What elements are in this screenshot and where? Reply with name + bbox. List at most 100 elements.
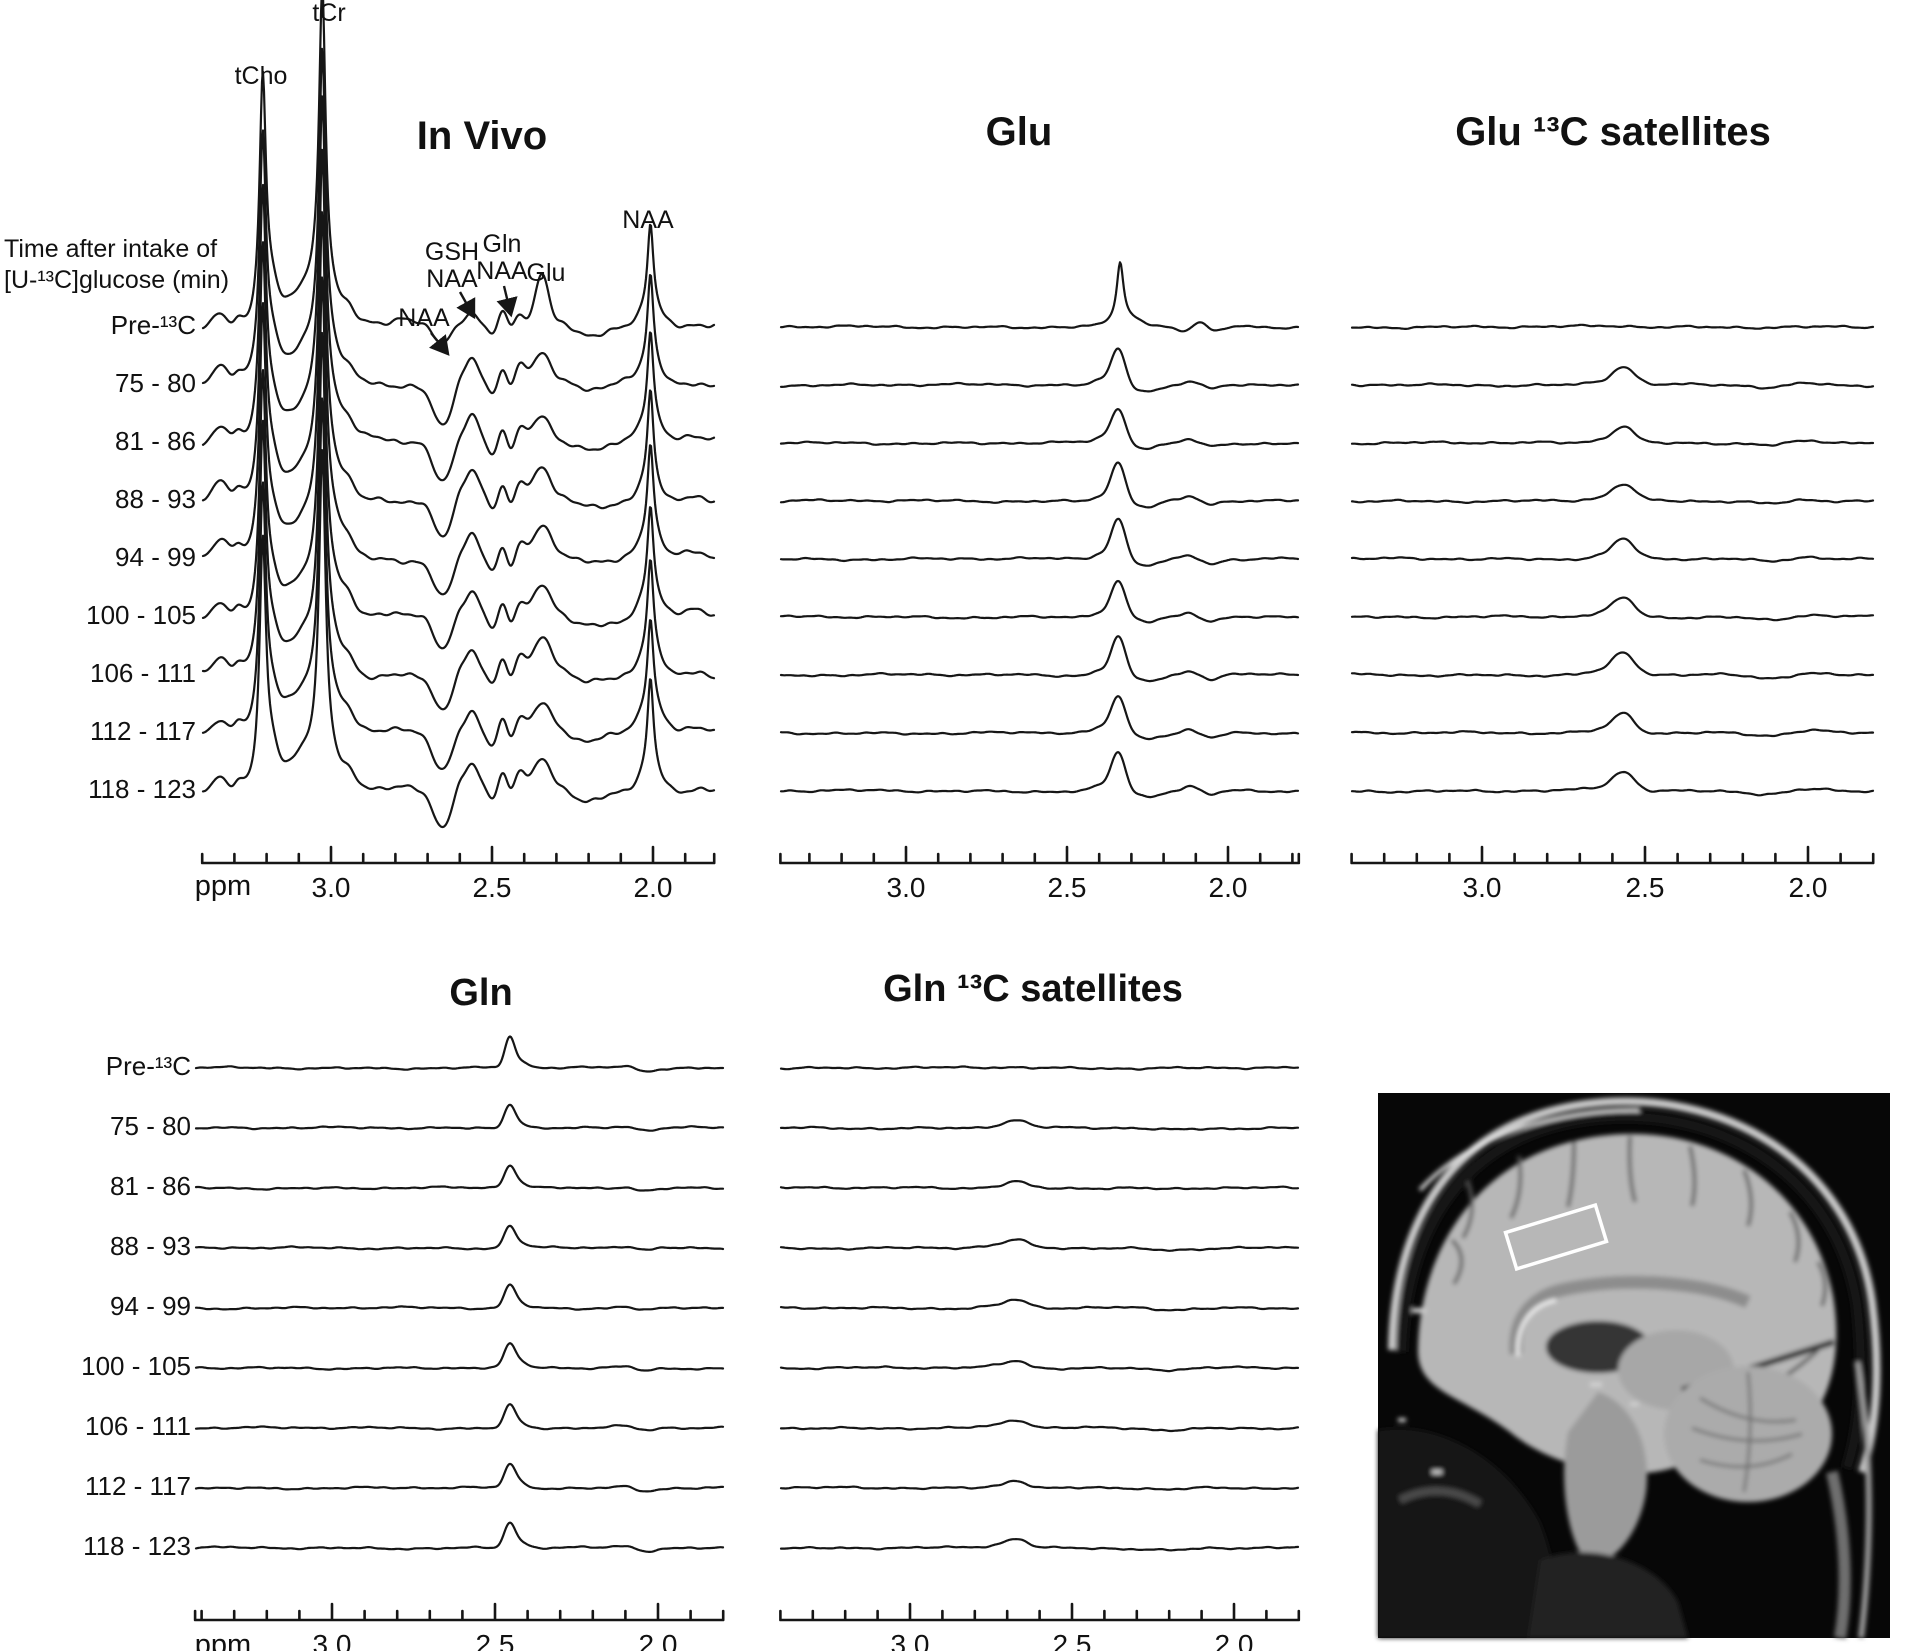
spectrum-glusat-row4 — [1350, 537, 1875, 563]
row-label-gln-3: 88 - 93 — [110, 1231, 191, 1261]
tick-label-gln-2.5: 2.5 — [475, 1629, 515, 1651]
spectrum-gln-row2 — [194, 1164, 725, 1192]
peak-label-gln-naa: Gln NAA — [476, 230, 528, 285]
spectrum-glusat-row5 — [1350, 596, 1875, 622]
spectrum-gln-row7 — [194, 1462, 725, 1493]
spectrum-glu-row3 — [779, 461, 1300, 509]
row-label-gln-6: 106 - 111 — [84, 1411, 191, 1441]
tick-label-glu-2.0: 2.0 — [1208, 872, 1248, 903]
spectrum-gln-row4 — [194, 1283, 725, 1311]
naa-asp-arrow — [429, 332, 450, 356]
spectrum-gln-row8 — [194, 1521, 725, 1553]
row-label-gln-8: 118 - 123 — [83, 1531, 191, 1561]
spectrum-glnsat-row3 — [779, 1238, 1300, 1252]
row-label-invivo-8: 118 - 123 — [88, 774, 196, 804]
tick-label-glusat-3.0: 3.0 — [1462, 872, 1502, 903]
row-label-invivo-4: 94 - 99 — [115, 542, 196, 572]
axis-glu — [779, 845, 1301, 865]
gln-naa-arrow — [496, 285, 518, 318]
time-axis-caption: Time after intake of [U-¹³C]glucose (min… — [4, 234, 229, 296]
tick-label-gln-2.0: 2.0 — [638, 1629, 678, 1651]
spectrum-invivo-row2 — [201, 95, 716, 482]
ppm-unit-label-bottom: ppm — [194, 1629, 252, 1651]
ppm-unit-label-top: ppm — [194, 870, 252, 902]
spectrum-glnsat-row2 — [779, 1180, 1300, 1191]
spectrum-glu-row0 — [779, 261, 1300, 333]
spectrum-glnsat-row1 — [779, 1119, 1300, 1131]
row-label-gln-2: 81 - 86 — [110, 1171, 191, 1201]
spectrum-glnsat-row8 — [779, 1538, 1300, 1552]
mri-brain-image — [1378, 1093, 1890, 1640]
axis-glusat — [1350, 845, 1875, 865]
spectrum-invivo-row4 — [201, 211, 716, 596]
row-label-invivo-7: 112 - 117 — [89, 716, 196, 746]
tick-label-invivo-3.0: 3.0 — [311, 872, 351, 903]
spectrum-glu-row2 — [779, 408, 1300, 451]
spectrum-glnsat-row0 — [779, 1065, 1300, 1071]
row-label-invivo-0: Pre-¹³C — [110, 310, 196, 340]
spectrum-glusat-row0 — [1350, 323, 1875, 330]
panel-title-glusat: Glu ¹³C satellites — [1455, 110, 1771, 154]
axis-glnsat — [779, 1602, 1301, 1622]
row-label-invivo-1: 75 - 80 — [115, 368, 196, 398]
spectrum-invivo-row6 — [201, 331, 716, 711]
tick-label-glu-2.5: 2.5 — [1047, 872, 1087, 903]
panel-title-invivo: In Vivo — [416, 114, 548, 158]
row-label-gln-7: 112 - 117 — [84, 1471, 191, 1501]
spectrum-glu-row6 — [779, 635, 1300, 683]
spectrum-glu-row4 — [779, 517, 1300, 567]
spectrum-invivo-row3 — [201, 148, 716, 538]
spectrum-invivo-row1 — [201, 47, 716, 426]
peak-label-tcr: tCr — [312, 0, 346, 27]
axis-gln — [193, 1602, 725, 1622]
tick-label-glu-3.0: 3.0 — [886, 872, 926, 903]
panel-title-glnsat: Gln ¹³C satellites — [883, 968, 1183, 1010]
row-label-invivo-2: 81 - 86 — [115, 426, 196, 456]
spectrum-invivo-row0 — [201, 0, 716, 344]
annotation-arrows — [429, 285, 518, 356]
spectrum-glnsat-row4 — [779, 1298, 1300, 1312]
spectrum-glusat-row7 — [1350, 711, 1875, 738]
spectrum-glusat-row3 — [1350, 483, 1875, 505]
spectrum-glusat-row2 — [1350, 425, 1875, 447]
row-label-gln-4: 94 - 99 — [110, 1291, 191, 1321]
tick-label-glusat-2.0: 2.0 — [1788, 872, 1828, 903]
tick-label-glnsat-2.5: 2.5 — [1052, 1629, 1092, 1651]
spectrum-glnsat-row7 — [779, 1479, 1300, 1491]
panel-title-glu: Glu — [985, 110, 1053, 154]
row-label-invivo-5: 100 - 105 — [86, 600, 196, 630]
axis-invivo — [200, 845, 716, 865]
row-label-invivo-6: 106 - 111 — [89, 658, 196, 688]
peak-label-gsh-naa: GSH NAA — [424, 238, 480, 293]
tick-label-glnsat-3.0: 3.0 — [890, 1629, 930, 1651]
peak-label-tcho: tCho — [234, 62, 288, 90]
spectrum-invivo-row7 — [201, 397, 716, 770]
row-label-gln-5: 100 - 105 — [81, 1351, 191, 1381]
row-label-gln-0: Pre-¹³C — [105, 1051, 191, 1081]
peak-label-naa-main: NAA — [622, 206, 674, 234]
row-label-gln-1: 75 - 80 — [110, 1111, 191, 1141]
spectrum-glnsat-row6 — [779, 1419, 1300, 1433]
spectrum-glusat-row1 — [1350, 366, 1875, 390]
gsh-naa-arrow — [456, 291, 476, 320]
spectrum-glu-row5 — [779, 579, 1300, 624]
spectra-layer — [193, 0, 1875, 1622]
spectrum-gln-row6 — [194, 1403, 725, 1432]
spectrum-glu-row7 — [779, 695, 1300, 741]
spectrum-glnsat-row5 — [779, 1360, 1300, 1373]
tick-label-glnsat-2.0: 2.0 — [1214, 1629, 1254, 1651]
spectrum-glusat-row8 — [1350, 770, 1875, 797]
time-axis-caption-line1: Time after intake of — [4, 235, 218, 263]
spectrum-invivo-row5 — [201, 276, 716, 650]
panel-title-gln: Gln — [449, 972, 513, 1014]
spectrum-invivo-row8 — [201, 449, 716, 829]
tick-label-glusat-2.5: 2.5 — [1625, 872, 1665, 903]
time-axis-caption-line2: [U-¹³C]glucose (min) — [4, 266, 230, 294]
spectrum-gln-row3 — [194, 1224, 725, 1251]
spectrum-glu-row1 — [779, 347, 1300, 393]
tick-label-invivo-2.0: 2.0 — [633, 872, 673, 903]
spectrum-gln-row5 — [194, 1342, 725, 1372]
voxel-box — [1503, 1202, 1609, 1272]
